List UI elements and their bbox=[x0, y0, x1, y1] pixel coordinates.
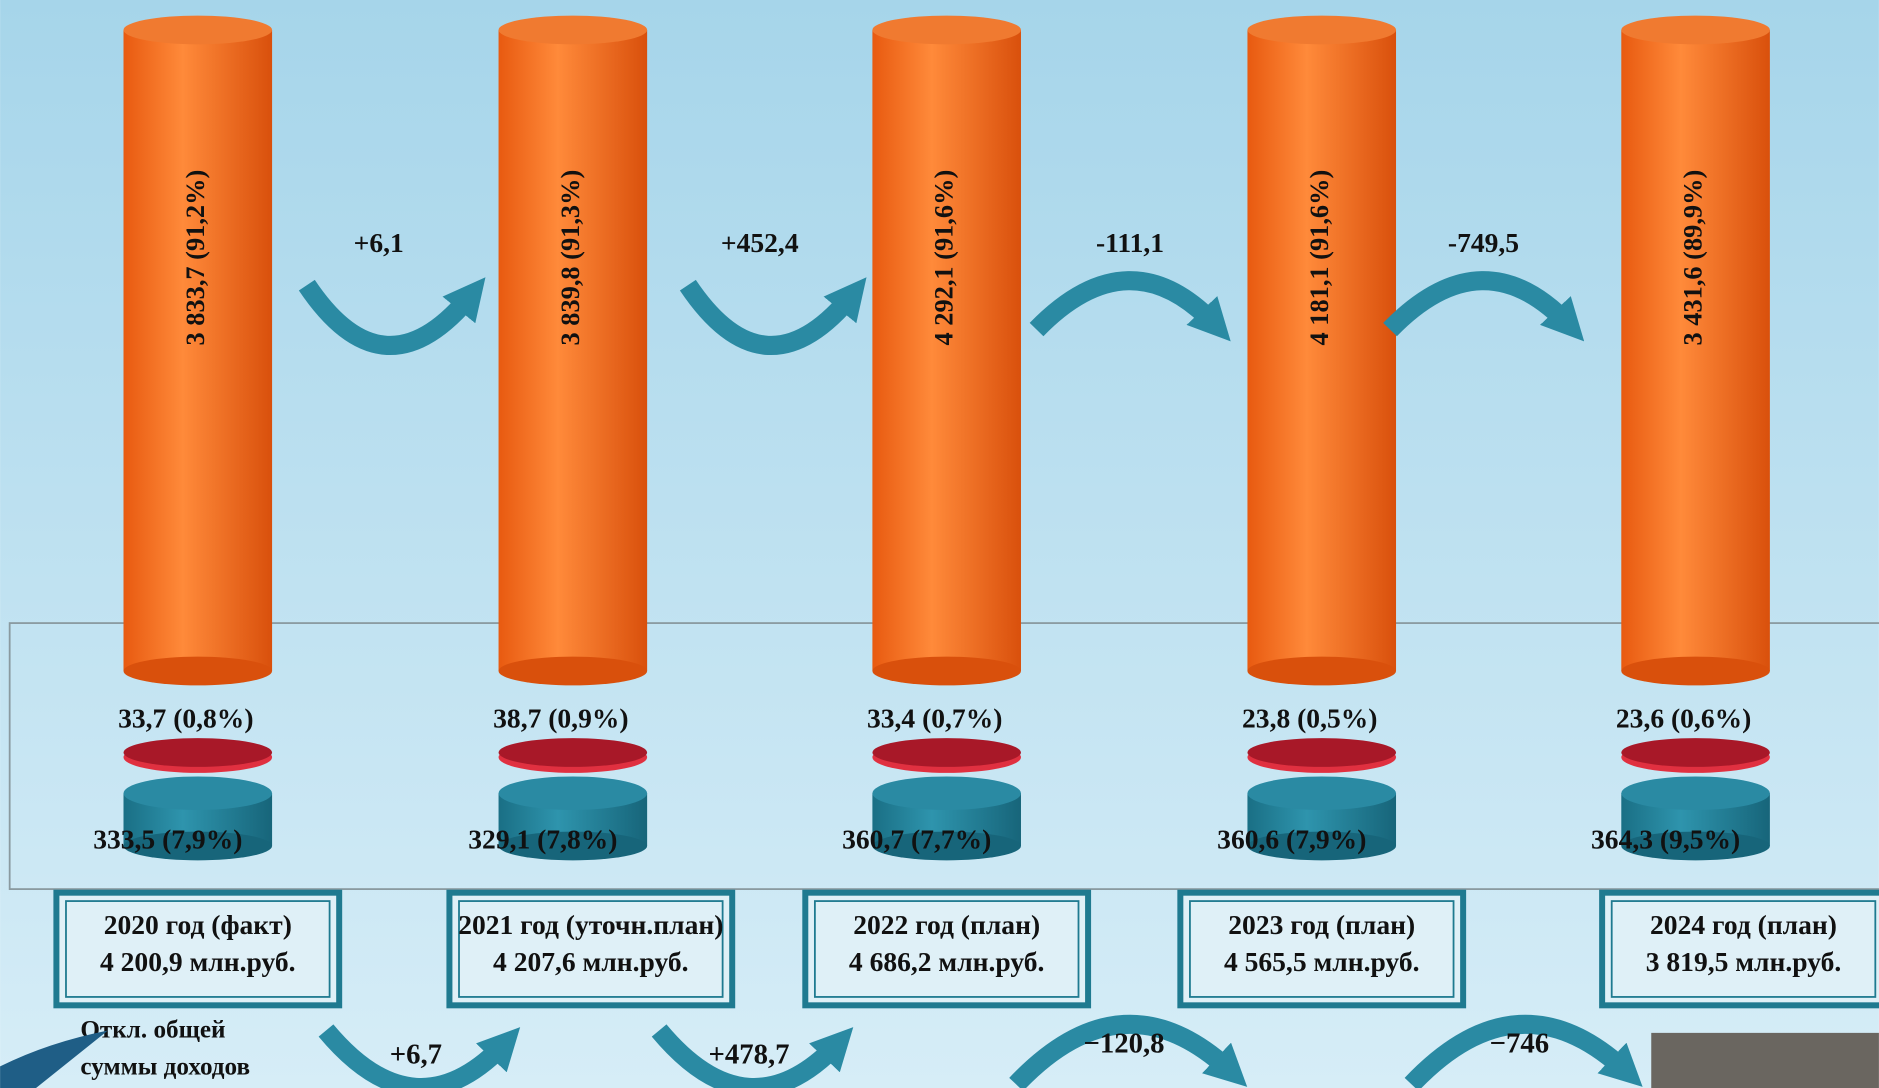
year-label: 2021 год (уточн.план) bbox=[458, 909, 723, 940]
year-box bbox=[1177, 889, 1467, 1009]
teal-bottom bbox=[1247, 831, 1397, 861]
teal-top bbox=[872, 776, 1021, 811]
total-label: 4 565,5 млн.руб. bbox=[1224, 946, 1420, 977]
year-box bbox=[802, 889, 1092, 1009]
change-label: +6,1 bbox=[354, 227, 404, 258]
change-label: +6,7 bbox=[390, 1038, 442, 1070]
small-label: 23,6 (0,6%) bbox=[1616, 703, 1751, 734]
year-label: 2022 год (план) bbox=[853, 909, 1040, 940]
note: Откл. общей bbox=[80, 1016, 225, 1043]
cylinder-bottom bbox=[498, 656, 648, 686]
base-label: 364,3 (9,5%) bbox=[1591, 824, 1740, 855]
red-disc-top bbox=[1621, 738, 1770, 767]
arrow bbox=[679, 277, 867, 355]
change-label: +478,7 bbox=[708, 1038, 789, 1070]
teal-top bbox=[123, 776, 273, 811]
cylinder-top bbox=[123, 15, 273, 45]
year-box-inner bbox=[1189, 900, 1455, 998]
arrow bbox=[298, 277, 486, 355]
year-label: 2023 год (план) bbox=[1228, 909, 1415, 940]
arrow bbox=[1029, 271, 1231, 342]
cylinder-bottom bbox=[1621, 656, 1770, 686]
year-box bbox=[1599, 889, 1879, 1009]
arrow bbox=[1404, 1014, 1643, 1088]
small-label: 33,7 (0,8%) bbox=[118, 703, 253, 734]
main-label: 3 833,7 (91,2%) bbox=[181, 170, 210, 346]
corner-decor bbox=[0, 1030, 108, 1088]
change-label: -749,5 bbox=[1448, 227, 1519, 258]
year-box-inner bbox=[1610, 900, 1877, 998]
total-label: 4 686,2 млн.руб. bbox=[849, 946, 1045, 977]
cylinder-top bbox=[498, 15, 648, 45]
year-box-inner bbox=[813, 900, 1080, 998]
arrow bbox=[318, 1024, 521, 1088]
year-label: 2020 год (факт) bbox=[104, 909, 292, 940]
year-box bbox=[446, 889, 736, 1009]
red-disc-top bbox=[1247, 738, 1397, 767]
year-label: 2024 год (план) bbox=[1650, 909, 1837, 940]
main-label: 3 431,6 (89,9%) bbox=[1679, 170, 1708, 346]
small-label: 33,4 (0,7%) bbox=[867, 703, 1002, 734]
change-label: +452,4 bbox=[721, 227, 799, 258]
year-box-inner bbox=[65, 900, 331, 998]
teal-top bbox=[1621, 776, 1770, 811]
change-label: −746 bbox=[1490, 1028, 1550, 1060]
main-label: 4 292,1 (91,6%) bbox=[930, 170, 959, 346]
small-label: 23,8 (0,5%) bbox=[1242, 703, 1377, 734]
total-label: 3 819,5 млн.руб. bbox=[1646, 946, 1842, 977]
change-label: -111,1 bbox=[1096, 227, 1164, 258]
teal-top bbox=[498, 776, 648, 811]
cylinder-bottom bbox=[123, 656, 273, 686]
red-disc-top bbox=[123, 738, 273, 767]
content: 3 833,7 (91,2%) 33,7 (0,8%) 333,5 (7,9%) 20… bbox=[0, 15, 1879, 1088]
arrow bbox=[1383, 271, 1585, 342]
cylinder bbox=[1621, 29, 1770, 672]
main-label: 3 839,8 (91,3%) bbox=[556, 170, 585, 346]
base-label: 329,1 (7,8%) bbox=[468, 824, 617, 855]
total-label: 4 200,9 млн.руб. bbox=[100, 946, 296, 977]
red-disc-top bbox=[872, 738, 1021, 767]
total-label: 4 207,6 млн.руб. bbox=[493, 946, 689, 977]
teal-bottom bbox=[123, 831, 273, 861]
main-label: 4 181,1 (91,6%) bbox=[1305, 170, 1334, 346]
note: суммы доходов bbox=[80, 1054, 250, 1081]
year-box-inner bbox=[458, 900, 724, 998]
teal-bottom bbox=[498, 831, 648, 861]
corner-image bbox=[1651, 1032, 1879, 1088]
base-label: 360,7 (7,7%) bbox=[842, 824, 991, 855]
cylinder-bottom bbox=[872, 656, 1021, 686]
base-label: 333,5 (7,9%) bbox=[93, 824, 242, 855]
cylinder-top bbox=[1621, 15, 1770, 45]
base-label: 360,6 (7,9%) bbox=[1217, 824, 1366, 855]
cylinder-top bbox=[1247, 15, 1397, 45]
cylinder bbox=[872, 29, 1021, 672]
arrow bbox=[1009, 1014, 1248, 1088]
arrow bbox=[651, 1024, 854, 1088]
cylinder-top bbox=[872, 15, 1021, 45]
year-box bbox=[53, 889, 343, 1009]
change-label: −120,8 bbox=[1083, 1028, 1164, 1060]
cylinder bbox=[123, 29, 273, 672]
teal-bottom bbox=[1621, 831, 1770, 861]
red-disc-top bbox=[498, 738, 648, 767]
cylinder bbox=[1247, 29, 1397, 672]
small-label: 38,7 (0,9%) bbox=[493, 703, 628, 734]
cylinder bbox=[498, 29, 648, 672]
teal-top bbox=[1247, 776, 1397, 811]
teal-bottom bbox=[872, 831, 1021, 861]
cylinder-bottom bbox=[1247, 656, 1397, 686]
